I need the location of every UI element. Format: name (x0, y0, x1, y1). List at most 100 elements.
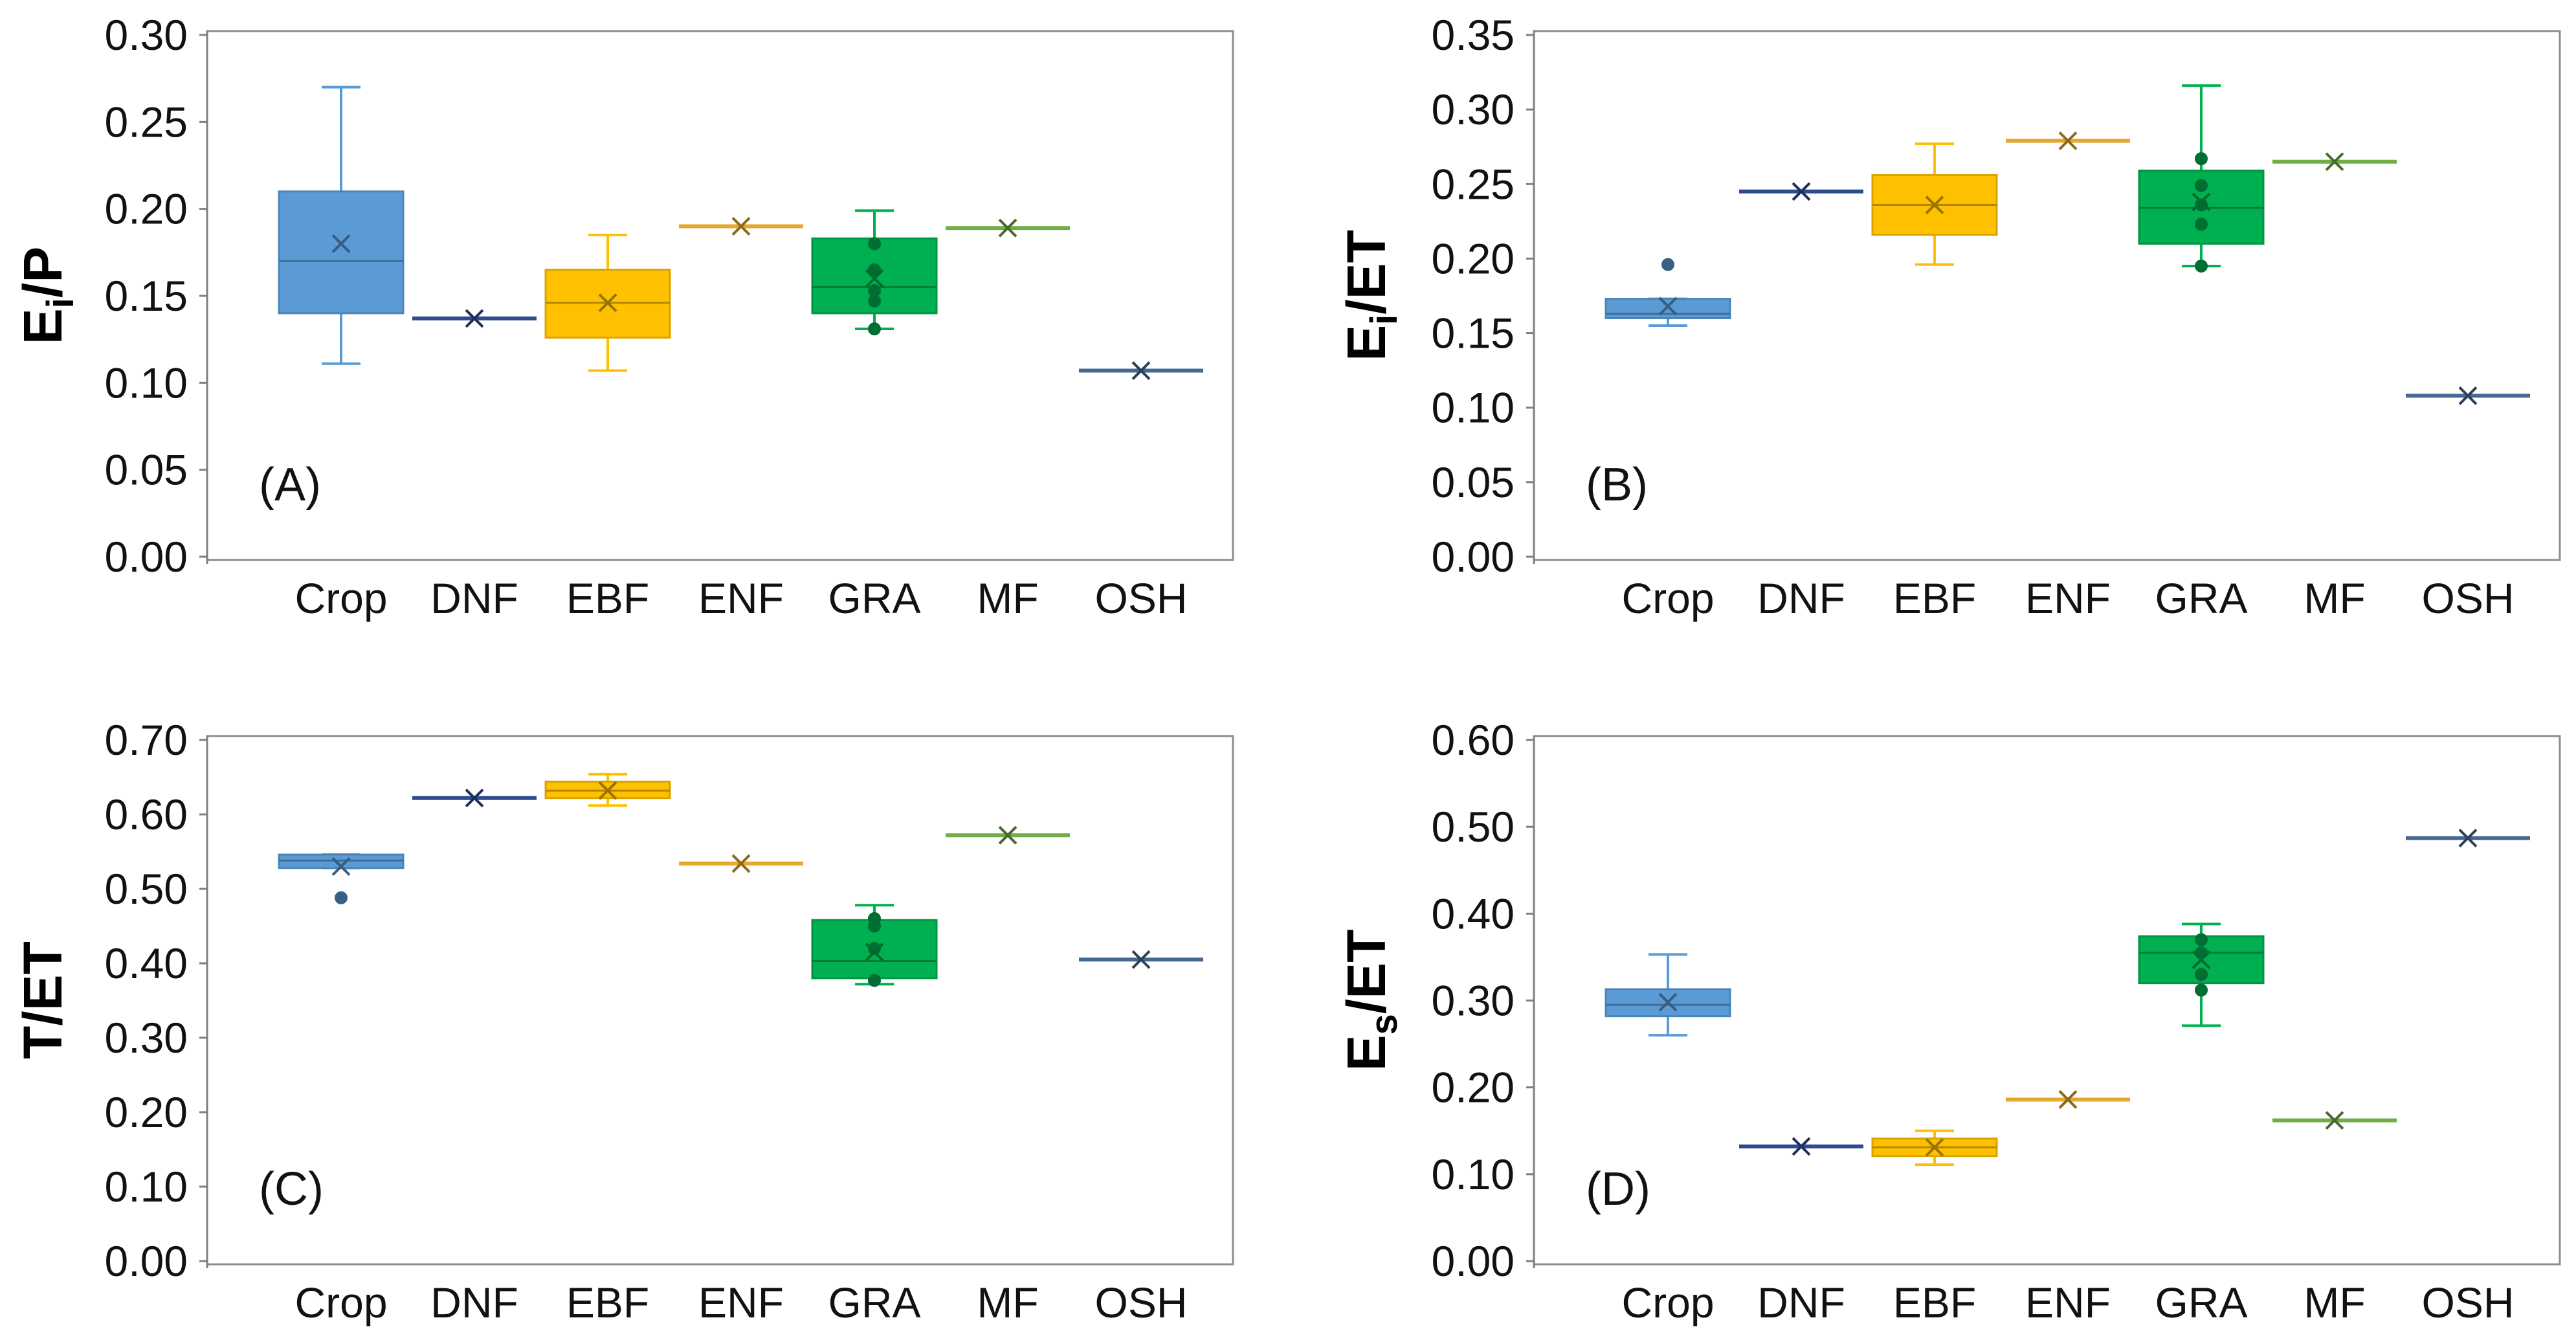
y-axis-title-subscript: i (1363, 315, 1405, 325)
box-ebf (544, 233, 671, 372)
box-osh (2406, 386, 2530, 405)
iqr-box (1604, 298, 1731, 320)
data-point (1661, 258, 1674, 271)
mean-marker (2458, 386, 2478, 405)
x-tick-label: GRA (2155, 574, 2247, 622)
x-tick-label: ENF (2025, 1279, 2111, 1326)
x-tick-label: Crop (294, 574, 387, 622)
y-tick-label: 0.60 (1432, 716, 1515, 764)
box-enf (679, 217, 803, 236)
y-tick-label: 0.50 (105, 865, 188, 913)
mean-marker (1658, 296, 1678, 316)
y-axis-title-tail: /P (12, 247, 73, 298)
mean-marker (865, 269, 884, 288)
y-tick-label: 0.10 (105, 359, 188, 407)
box-dnf (412, 309, 537, 328)
data-point (868, 942, 881, 955)
data-point (2195, 218, 2208, 231)
mean-marker (1658, 992, 1678, 1012)
box-enf (2006, 131, 2130, 150)
panel-label: (D) (1586, 1163, 1650, 1215)
x-tick-label: MF (977, 574, 1038, 622)
x-tick-label: DNF (430, 574, 518, 622)
panel-d: 0.00 0.10 0.20 0.30 0.40 0.50 0.60 Es/ET (D) Crop… (1336, 716, 2561, 1326)
box-dnf (1739, 182, 1863, 201)
y-tick-label: 0.30 (105, 11, 188, 59)
mean-marker (731, 854, 751, 873)
data-point (868, 974, 881, 987)
data-point (868, 322, 881, 336)
data-point (335, 891, 348, 904)
mean-marker (2058, 131, 2078, 150)
box-osh (2406, 829, 2530, 848)
box-mf (2272, 1111, 2397, 1130)
x-tick-label: OSH (2421, 574, 2514, 622)
mean-marker (2325, 1111, 2344, 1130)
y-tick-label: 0.20 (1432, 1064, 1515, 1112)
box-gra (2138, 923, 2265, 1027)
box-crop (1604, 258, 1731, 328)
y-tick-label: 0.70 (105, 716, 188, 764)
box-crop (1604, 953, 1731, 1037)
y-tick-label: 0.05 (105, 446, 188, 494)
y-tick-label: 0.40 (105, 939, 188, 987)
y-axis-title: Es/ET (1336, 930, 1405, 1071)
data-point (2195, 933, 2208, 946)
y-tick-label: 0.30 (105, 1014, 188, 1062)
y-axis-title-main: E (1336, 1035, 1397, 1071)
data-point (2195, 198, 2208, 212)
box-gra (2138, 84, 2265, 273)
mean-marker (2192, 950, 2211, 969)
box-crop (278, 85, 405, 365)
y-tick-label: 0.15 (1432, 309, 1515, 357)
y-axis-title-tail: /ET (1336, 230, 1397, 315)
x-tick-label: DNF (1757, 1279, 1845, 1326)
box-osh (1079, 361, 1203, 380)
box-ebf (1871, 142, 1998, 266)
x-tick-label: ENF (698, 1279, 784, 1326)
box-enf (679, 854, 803, 873)
y-tick-label: 0.00 (105, 1237, 188, 1285)
y-tick-label: 0.40 (1432, 889, 1515, 937)
y-tick-label: 0.25 (1432, 160, 1515, 208)
mean-marker (598, 293, 617, 313)
y-axis-title-main: E (1336, 325, 1397, 361)
x-tick-label: Crop (294, 1279, 387, 1326)
box-mf (946, 218, 1070, 238)
y-axis-title: Ei/P (12, 247, 82, 345)
mean-marker (1925, 1137, 1944, 1157)
x-tick-label: EBF (1893, 1279, 1976, 1326)
box-mf (946, 825, 1070, 845)
x-tick-label: EBF (1893, 574, 1976, 622)
iqr-box (278, 190, 405, 315)
mean-marker (1792, 1137, 1811, 1156)
mean-marker (731, 217, 751, 236)
y-axis-title: T/ET (12, 941, 73, 1059)
box-osh (1079, 950, 1203, 969)
x-tick-label: GRA (2155, 1279, 2247, 1326)
mean-marker (1925, 196, 1944, 214)
y-tick-label: 0.10 (1432, 1150, 1515, 1198)
plot-frame (1533, 30, 2561, 561)
data-point (868, 284, 881, 297)
x-tick-label: OSH (1094, 1279, 1187, 1326)
data-point (868, 263, 881, 276)
mean-marker (865, 943, 884, 962)
mean-marker (998, 218, 1017, 238)
y-tick-label: 0.25 (105, 98, 188, 146)
y-axis-title-main: T/ET (12, 941, 73, 1059)
x-tick-label: MF (977, 1279, 1038, 1326)
mean-marker (331, 857, 351, 876)
y-tick-label: 0.20 (1432, 234, 1515, 282)
data-point (2195, 179, 2208, 192)
y-tick-label: 0.50 (1432, 803, 1515, 851)
plot-frame (206, 735, 1234, 1266)
mean-marker (465, 789, 484, 808)
data-point (2195, 259, 2208, 273)
y-axis-title-main: E (12, 308, 73, 344)
x-tick-label: Crop (1621, 574, 1714, 622)
y-tick-label: 0.10 (1432, 384, 1515, 432)
y-axis-title-subscript: s (1363, 1014, 1405, 1035)
y-axis-title-subscript: i (39, 298, 82, 308)
